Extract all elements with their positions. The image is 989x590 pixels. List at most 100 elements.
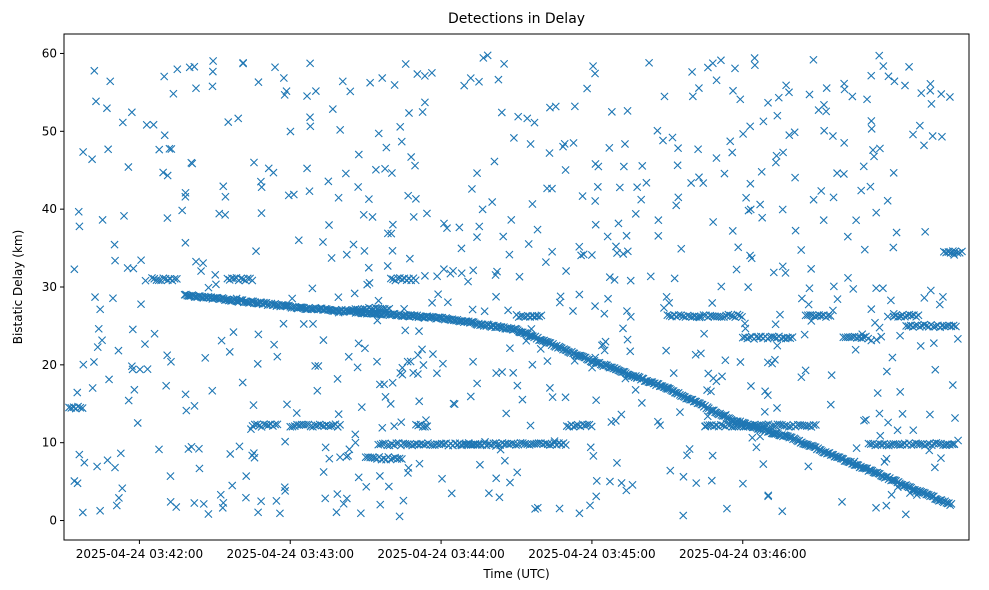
clutter-marker [665,298,674,307]
clutter-marker [111,256,120,265]
band-marker [936,439,945,448]
band-marker [871,441,880,450]
clutter-marker [464,277,473,286]
clutter-marker [773,403,782,412]
clutter-marker [413,370,422,379]
band-marker [768,332,777,341]
band-marker [535,312,544,321]
clutter-marker [926,79,935,88]
clutter-marker [443,298,452,307]
clutter-marker [155,445,163,454]
clutter-marker [257,209,266,218]
band-marker [907,311,916,320]
clutter-marker [409,212,418,221]
clutter-marker [712,76,721,85]
clutter-marker [822,84,831,93]
band-marker [723,420,732,429]
band-marker [154,276,163,285]
clutter-marker [415,397,424,406]
clutter-marker [622,486,631,495]
clutter-marker [420,271,429,280]
clutter-marker [704,369,713,378]
clutter-marker [722,504,731,513]
clutter-marker [137,256,146,265]
clutter-marker [188,159,197,168]
clutter-marker [333,490,342,499]
clutter-marker [868,146,877,154]
clutter-marker [829,282,838,291]
clutter-marker [135,365,144,374]
clutter-marker [896,331,905,340]
clutter-marker [190,401,199,410]
clutter-marker [528,360,537,369]
track-marker [904,483,913,492]
clutter-marker [404,463,413,472]
clutter-marker [252,247,261,256]
clutter-marker [311,361,320,370]
clutter-marker [593,182,602,191]
clutter-marker [473,379,482,388]
clutter-marker [694,145,703,154]
y-axis: 0 10 20 30 40 50 60 [42,46,64,528]
band-marker [857,334,866,343]
clutter-marker [269,168,278,177]
track-marker [584,355,593,364]
clutter-marker [469,266,478,275]
clutter-marker [925,410,934,419]
clutter-marker [804,300,813,309]
band-marker [955,248,964,257]
band-marker [315,420,324,429]
clutter-marker [600,346,609,355]
band-marker [489,439,498,448]
clutter-marker [415,459,424,468]
track-marker [468,317,477,326]
clutter-marker [413,70,422,79]
clutter-marker [875,51,884,60]
clutter-marker [826,400,835,409]
clutter-marker [483,51,492,60]
clutter-marker [867,305,876,314]
track-marker [753,424,762,433]
band-marker [911,321,920,330]
band-marker [386,274,395,283]
clutter-marker [872,208,881,217]
clutter-marker [876,431,885,440]
clutter-marker [805,284,814,293]
band-marker [512,440,520,449]
band-marker [537,311,546,320]
clutter-marker [163,351,172,360]
clutter-marker [384,482,393,491]
clutter-marker [898,409,907,418]
clutter-marker [819,216,828,225]
clutter-marker [916,341,925,350]
clutter-marker [654,231,663,240]
clutter-marker [807,264,816,273]
clutter-marker [336,453,345,462]
clutter-marker [443,224,451,233]
band-marker [940,322,949,331]
clutter-marker [513,381,522,390]
band-marker [953,248,962,257]
clutter-marker [208,67,217,76]
clutter-marker [324,177,333,186]
track-marker [664,384,673,393]
clutter-marker [249,449,258,458]
track-marker [521,329,530,338]
clutter-marker [622,231,631,240]
clutter-marker [89,357,98,366]
clutter-marker [915,121,924,130]
clutter-marker [605,477,614,486]
clutter-marker [484,489,493,498]
band-marker [421,422,429,431]
clutter-marker [286,127,295,136]
clutter-marker [672,201,681,210]
clutter-marker [140,340,149,349]
clutter-marker [473,169,482,178]
clutter-marker [694,173,703,182]
clutter-marker [495,493,504,502]
clutter-marker [249,158,258,167]
clutter-marker [708,298,717,307]
clutter-marker [909,426,918,435]
clutter-marker [98,336,107,345]
clutter-marker [778,262,787,271]
